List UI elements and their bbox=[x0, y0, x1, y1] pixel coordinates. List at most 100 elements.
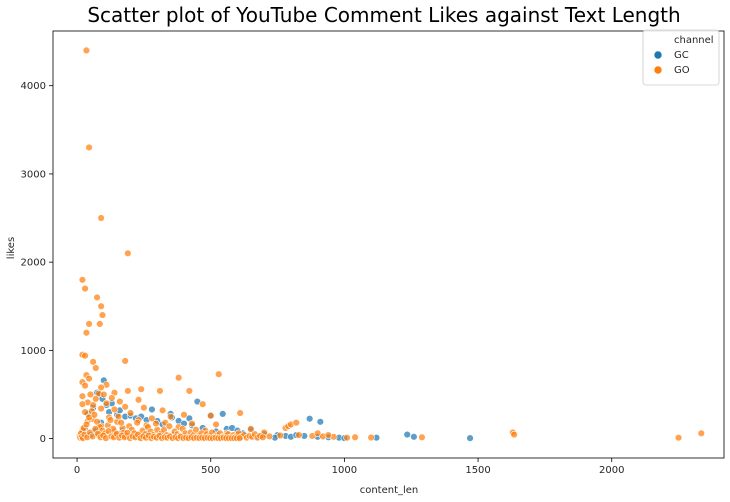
point-go bbox=[235, 434, 244, 442]
x-tick-label: 1500 bbox=[465, 465, 490, 476]
point-go bbox=[78, 400, 87, 408]
point-go bbox=[247, 425, 255, 433]
axes-layer: 0 500 1000 1500 2000 0 1000 2000 3000 4000 bbox=[21, 30, 725, 476]
legend-marker-go bbox=[653, 65, 663, 75]
point-go bbox=[192, 426, 200, 434]
point-go bbox=[82, 46, 91, 55]
y-axis-label: likes bbox=[6, 237, 17, 259]
point-gc bbox=[410, 433, 418, 441]
point-go bbox=[97, 404, 105, 413]
point-go bbox=[78, 392, 87, 400]
point-go bbox=[92, 364, 100, 372]
point-go bbox=[236, 409, 244, 417]
point-go bbox=[134, 396, 143, 404]
point-go bbox=[212, 420, 220, 429]
point-go bbox=[367, 433, 375, 442]
plot-frame bbox=[52, 30, 725, 459]
legend-marker-gc bbox=[653, 50, 663, 60]
point-go bbox=[121, 357, 129, 365]
chart-title: Scatter plot of YouTube Comment Likes ag… bbox=[87, 3, 680, 27]
point-go bbox=[92, 395, 100, 403]
point-go bbox=[292, 419, 300, 427]
point-gc bbox=[466, 434, 474, 442]
point-go bbox=[100, 390, 108, 399]
point-go bbox=[697, 429, 705, 437]
point-go bbox=[97, 302, 105, 310]
point-go bbox=[78, 276, 87, 284]
point-go bbox=[351, 433, 359, 441]
point-go bbox=[165, 422, 173, 430]
y-tick-label: 2000 bbox=[21, 258, 46, 269]
legend-label-go: GO bbox=[674, 65, 690, 76]
point-go bbox=[81, 351, 89, 360]
point-go bbox=[199, 400, 207, 408]
point-go bbox=[259, 433, 267, 441]
point-go bbox=[82, 329, 91, 337]
point-go bbox=[89, 358, 97, 366]
point-go bbox=[106, 416, 115, 424]
point-go bbox=[295, 431, 303, 439]
point-gc bbox=[305, 415, 314, 423]
point-go bbox=[215, 370, 223, 378]
legend-title: channel bbox=[674, 35, 714, 46]
point-go bbox=[324, 431, 333, 439]
point-go bbox=[85, 143, 93, 152]
y-tick-label: 3000 bbox=[21, 169, 46, 180]
point-gc bbox=[316, 418, 325, 426]
point-go bbox=[343, 434, 351, 442]
point-go bbox=[97, 214, 105, 222]
point-go bbox=[117, 419, 125, 427]
x-tick-label: 0 bbox=[74, 465, 80, 476]
point-go bbox=[98, 311, 107, 319]
point-go bbox=[121, 403, 129, 411]
points-layer bbox=[76, 46, 705, 442]
x-tick-label: 2000 bbox=[599, 465, 624, 476]
point-go bbox=[81, 381, 89, 390]
point-go bbox=[89, 401, 97, 409]
point-go bbox=[110, 405, 119, 414]
point-go bbox=[158, 406, 167, 415]
point-gc bbox=[403, 430, 411, 439]
point-go bbox=[174, 374, 183, 382]
legend-label-gc: GC bbox=[674, 50, 689, 61]
point-go bbox=[96, 320, 104, 328]
point-go bbox=[82, 420, 91, 429]
point-go bbox=[137, 385, 145, 393]
point-go bbox=[166, 412, 175, 421]
y-tick-label: 0 bbox=[40, 434, 46, 445]
point-go bbox=[85, 320, 93, 328]
x-tick-label: 1000 bbox=[332, 465, 357, 476]
point-go bbox=[124, 387, 132, 395]
point-go bbox=[148, 414, 156, 422]
point-go bbox=[180, 411, 188, 419]
point-go bbox=[510, 430, 518, 439]
point-go bbox=[90, 411, 99, 419]
x-tick-label: 500 bbox=[201, 465, 220, 476]
y-tick-label: 1000 bbox=[21, 346, 46, 357]
point-go bbox=[102, 399, 111, 407]
point-gc bbox=[219, 410, 227, 418]
point-go bbox=[418, 433, 426, 441]
point-go bbox=[81, 284, 89, 293]
point-go bbox=[116, 397, 124, 406]
point-go bbox=[276, 431, 284, 440]
legend: channel GC GO bbox=[642, 29, 720, 86]
point-go bbox=[126, 409, 135, 417]
point-go bbox=[152, 419, 160, 428]
point-go bbox=[124, 249, 132, 258]
point-go bbox=[140, 404, 148, 412]
point-go bbox=[86, 390, 95, 399]
point-go bbox=[108, 394, 116, 402]
point-go bbox=[93, 293, 101, 302]
point-go bbox=[114, 412, 123, 421]
point-go bbox=[133, 419, 141, 427]
point-go bbox=[207, 411, 215, 420]
point-go bbox=[265, 432, 274, 441]
point-gc bbox=[148, 405, 156, 414]
x-axis-label: content_len bbox=[360, 485, 419, 496]
point-go bbox=[185, 387, 194, 395]
y-tick-label: 4000 bbox=[21, 81, 46, 92]
point-go bbox=[156, 387, 164, 395]
point-go bbox=[674, 434, 683, 442]
